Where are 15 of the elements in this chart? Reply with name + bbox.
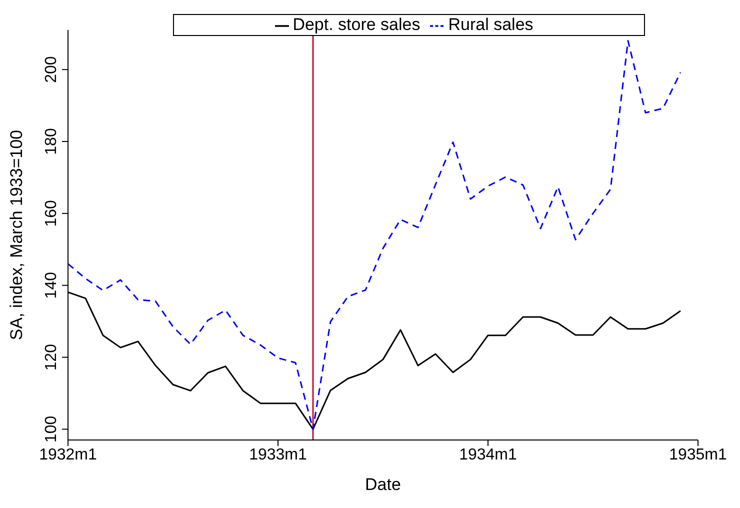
y-tick-label: 200 [43,56,60,83]
x-tick-label: 1935m1 [669,446,728,464]
y-tick-label: 160 [43,200,60,227]
y-tick-label: 180 [43,128,60,155]
x-axis-title: Date [365,475,401,494]
y-tick-label: 140 [43,272,60,299]
y-axis-title: SA, index, March 1933=100 [7,130,26,340]
x-tick-label: 1933m1 [249,446,308,464]
legend-label: Rural sales [448,15,534,34]
x-tick-label: 1934m1 [459,446,518,464]
line-series [68,40,682,430]
x-tick-label: 1932m1 [39,446,98,464]
y-tick-label: 100 [43,416,60,443]
y-tick-label: 120 [43,344,60,371]
legend-label: Dept. store sales [292,15,420,34]
